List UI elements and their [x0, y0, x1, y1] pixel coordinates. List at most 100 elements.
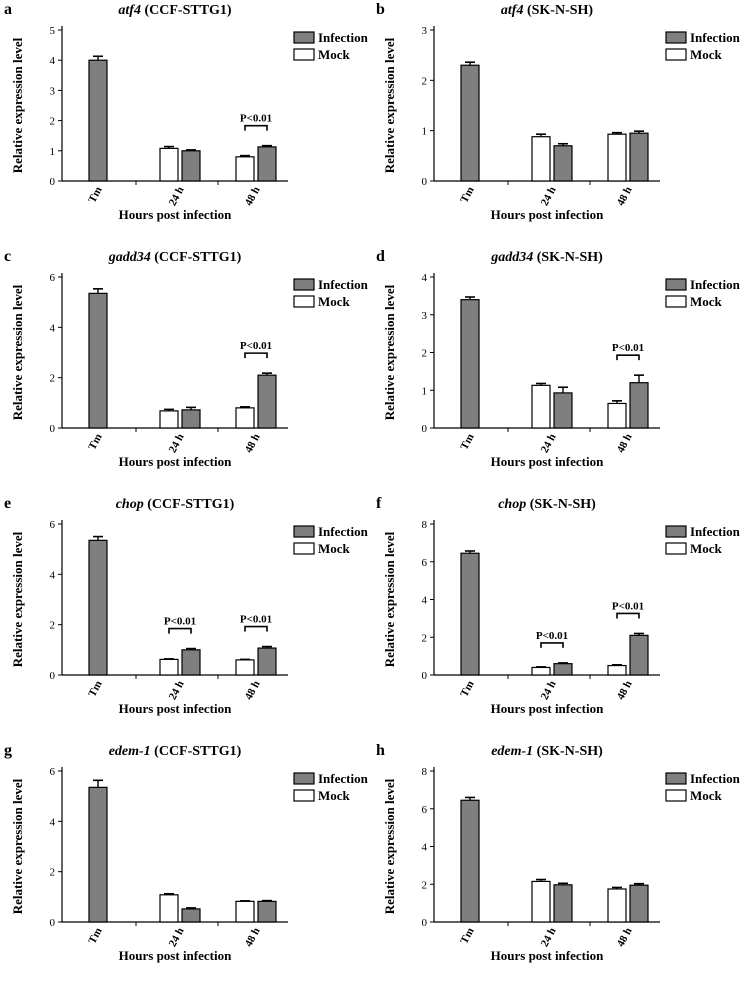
legend-label-infection: Infection — [318, 277, 369, 292]
mock-bar — [607, 133, 627, 182]
panel-letter: g — [4, 742, 12, 759]
y-tick-label: 2 — [422, 348, 428, 360]
legend-label-infection: Infection — [318, 524, 369, 539]
legend-label-mock: Mock — [690, 788, 723, 803]
x-axis-label: Hours post infection — [491, 948, 604, 963]
legend-label-infection: Infection — [318, 30, 369, 45]
infection-bar — [553, 884, 573, 923]
chart-title-cell: (SK-N-SH) — [533, 250, 603, 265]
chart-title-cell: (SK-N-SH) — [526, 497, 596, 512]
chart-svg-h: h edem-1 (SK-N-SH) Relative expression lev… — [376, 742, 741, 963]
chart-title-cell: (CCF-STTG1) — [141, 3, 232, 18]
chart-title: edem-1 (SK-N-SH) — [491, 744, 603, 759]
infection-bar — [460, 64, 480, 182]
y-tick-label: 5 — [50, 25, 56, 37]
x-tick-label: 24 h — [167, 679, 187, 702]
chart-title-gene: atf4 — [118, 3, 141, 18]
legend-swatch-mock — [293, 542, 315, 555]
y-tick-label: 6 — [422, 557, 428, 569]
legend-label-mock: Mock — [318, 294, 351, 309]
y-axis-label: Relative expression level — [382, 37, 397, 173]
y-tick-label: 0 — [422, 423, 428, 435]
y-axis-label: Relative expression level — [382, 531, 397, 667]
x-tick-label: 48 h — [243, 679, 263, 702]
y-tick-label: 2 — [422, 879, 428, 891]
chart-title-gene: atf4 — [501, 3, 524, 18]
legend-label-infection: Infection — [318, 771, 369, 786]
infection-bar — [88, 786, 108, 923]
x-tick-label: 24 h — [539, 185, 559, 208]
y-tick-label: 0 — [422, 176, 428, 188]
mock-bar — [235, 659, 255, 676]
infection-bar — [629, 382, 649, 429]
panel-letter: h — [376, 742, 385, 759]
significance-label: P<0.01 — [240, 614, 272, 626]
significance-label: P<0.01 — [164, 616, 196, 628]
chart-panel-f: f chop (SK-N-SH) Relative expression level… — [372, 494, 744, 741]
y-tick-label: 2 — [50, 867, 56, 879]
chart-title: chop (SK-N-SH) — [498, 497, 596, 512]
x-axis-label: Hours post infection — [491, 207, 604, 222]
x-axis-label: Hours post infection — [119, 207, 232, 222]
x-axis-label: Hours post infection — [119, 701, 232, 716]
y-tick-label: 3 — [422, 25, 428, 37]
mock-bar — [531, 384, 551, 429]
legend-label-infection: Infection — [690, 277, 741, 292]
y-tick-label: 0 — [422, 670, 428, 682]
chart-title: edem-1 (CCF-STTG1) — [109, 744, 242, 759]
chart-title-gene: edem-1 — [491, 744, 533, 759]
chart-panel-c: c gadd34 (CCF-STTG1) Relative expression l… — [0, 247, 372, 494]
chart-title: gadd34 (SK-N-SH) — [490, 250, 603, 265]
x-axis-label: Hours post infection — [119, 948, 232, 963]
chart-title: atf4 (CCF-STTG1) — [118, 3, 232, 18]
chart-panel-h: h edem-1 (SK-N-SH) Relative expression lev… — [372, 741, 744, 988]
infection-bar — [257, 647, 277, 676]
chart-svg-e: e chop (CCF-STTG1) Relative expression lev… — [4, 495, 369, 716]
chart-title-gene: chop — [498, 497, 526, 512]
legend-swatch-infection — [665, 278, 687, 291]
y-tick-label: 2 — [422, 632, 428, 644]
panel-letter: f — [376, 495, 382, 512]
y-tick-label: 2 — [50, 373, 56, 385]
infection-bar — [460, 299, 480, 429]
infection-bar — [181, 150, 201, 182]
chart-title-cell: (CCF-STTG1) — [144, 497, 235, 512]
x-tick-label: Tm — [458, 679, 476, 699]
chart-panel-a: a atf4 (CCF-STTG1) Relative expression lev… — [0, 0, 372, 247]
infection-bar — [181, 409, 201, 429]
chart-title-cell: (CCF-STTG1) — [151, 744, 242, 759]
panel-letter: a — [4, 1, 12, 18]
legend-label-infection: Infection — [690, 30, 741, 45]
legend-swatch-infection — [293, 772, 315, 785]
chart-title-gene: edem-1 — [109, 744, 151, 759]
x-tick-label: 24 h — [167, 432, 187, 455]
y-axis-label: Relative expression level — [10, 284, 25, 420]
x-tick-label: Tm — [458, 926, 476, 946]
panel-letter: d — [376, 248, 385, 265]
chart-svg-a: a atf4 (CCF-STTG1) Relative expression lev… — [4, 1, 369, 222]
x-tick-label: 48 h — [615, 185, 635, 208]
chart-title-cell: (SK-N-SH) — [523, 3, 593, 18]
mock-bar — [235, 407, 255, 429]
y-tick-label: 4 — [422, 842, 428, 854]
significance-bracket — [244, 625, 268, 632]
legend-swatch-mock — [665, 295, 687, 308]
chart-svg-d: d gadd34 (SK-N-SH) Relative expression lev… — [376, 248, 741, 469]
y-tick-label: 4 — [50, 816, 56, 828]
chart-title: chop (CCF-STTG1) — [116, 497, 235, 512]
mock-bar — [531, 136, 551, 182]
chart-panel-e: e chop (CCF-STTG1) Relative expression lev… — [0, 494, 372, 741]
y-tick-label: 1 — [50, 146, 56, 158]
chart-title: gadd34 (CCF-STTG1) — [108, 250, 242, 265]
x-tick-label: Tm — [86, 926, 104, 946]
infection-bar — [553, 392, 573, 429]
x-axis-label: Hours post infection — [491, 454, 604, 469]
legend-swatch-infection — [665, 772, 687, 785]
y-tick-label: 3 — [422, 310, 428, 322]
y-tick-label: 1 — [422, 126, 428, 138]
chart-svg-b: b atf4 (SK-N-SH) Relative expression level… — [376, 1, 741, 222]
legend-label-infection: Infection — [690, 771, 741, 786]
infection-bar — [257, 146, 277, 182]
mock-bar — [607, 664, 627, 676]
y-tick-label: 0 — [50, 423, 56, 435]
